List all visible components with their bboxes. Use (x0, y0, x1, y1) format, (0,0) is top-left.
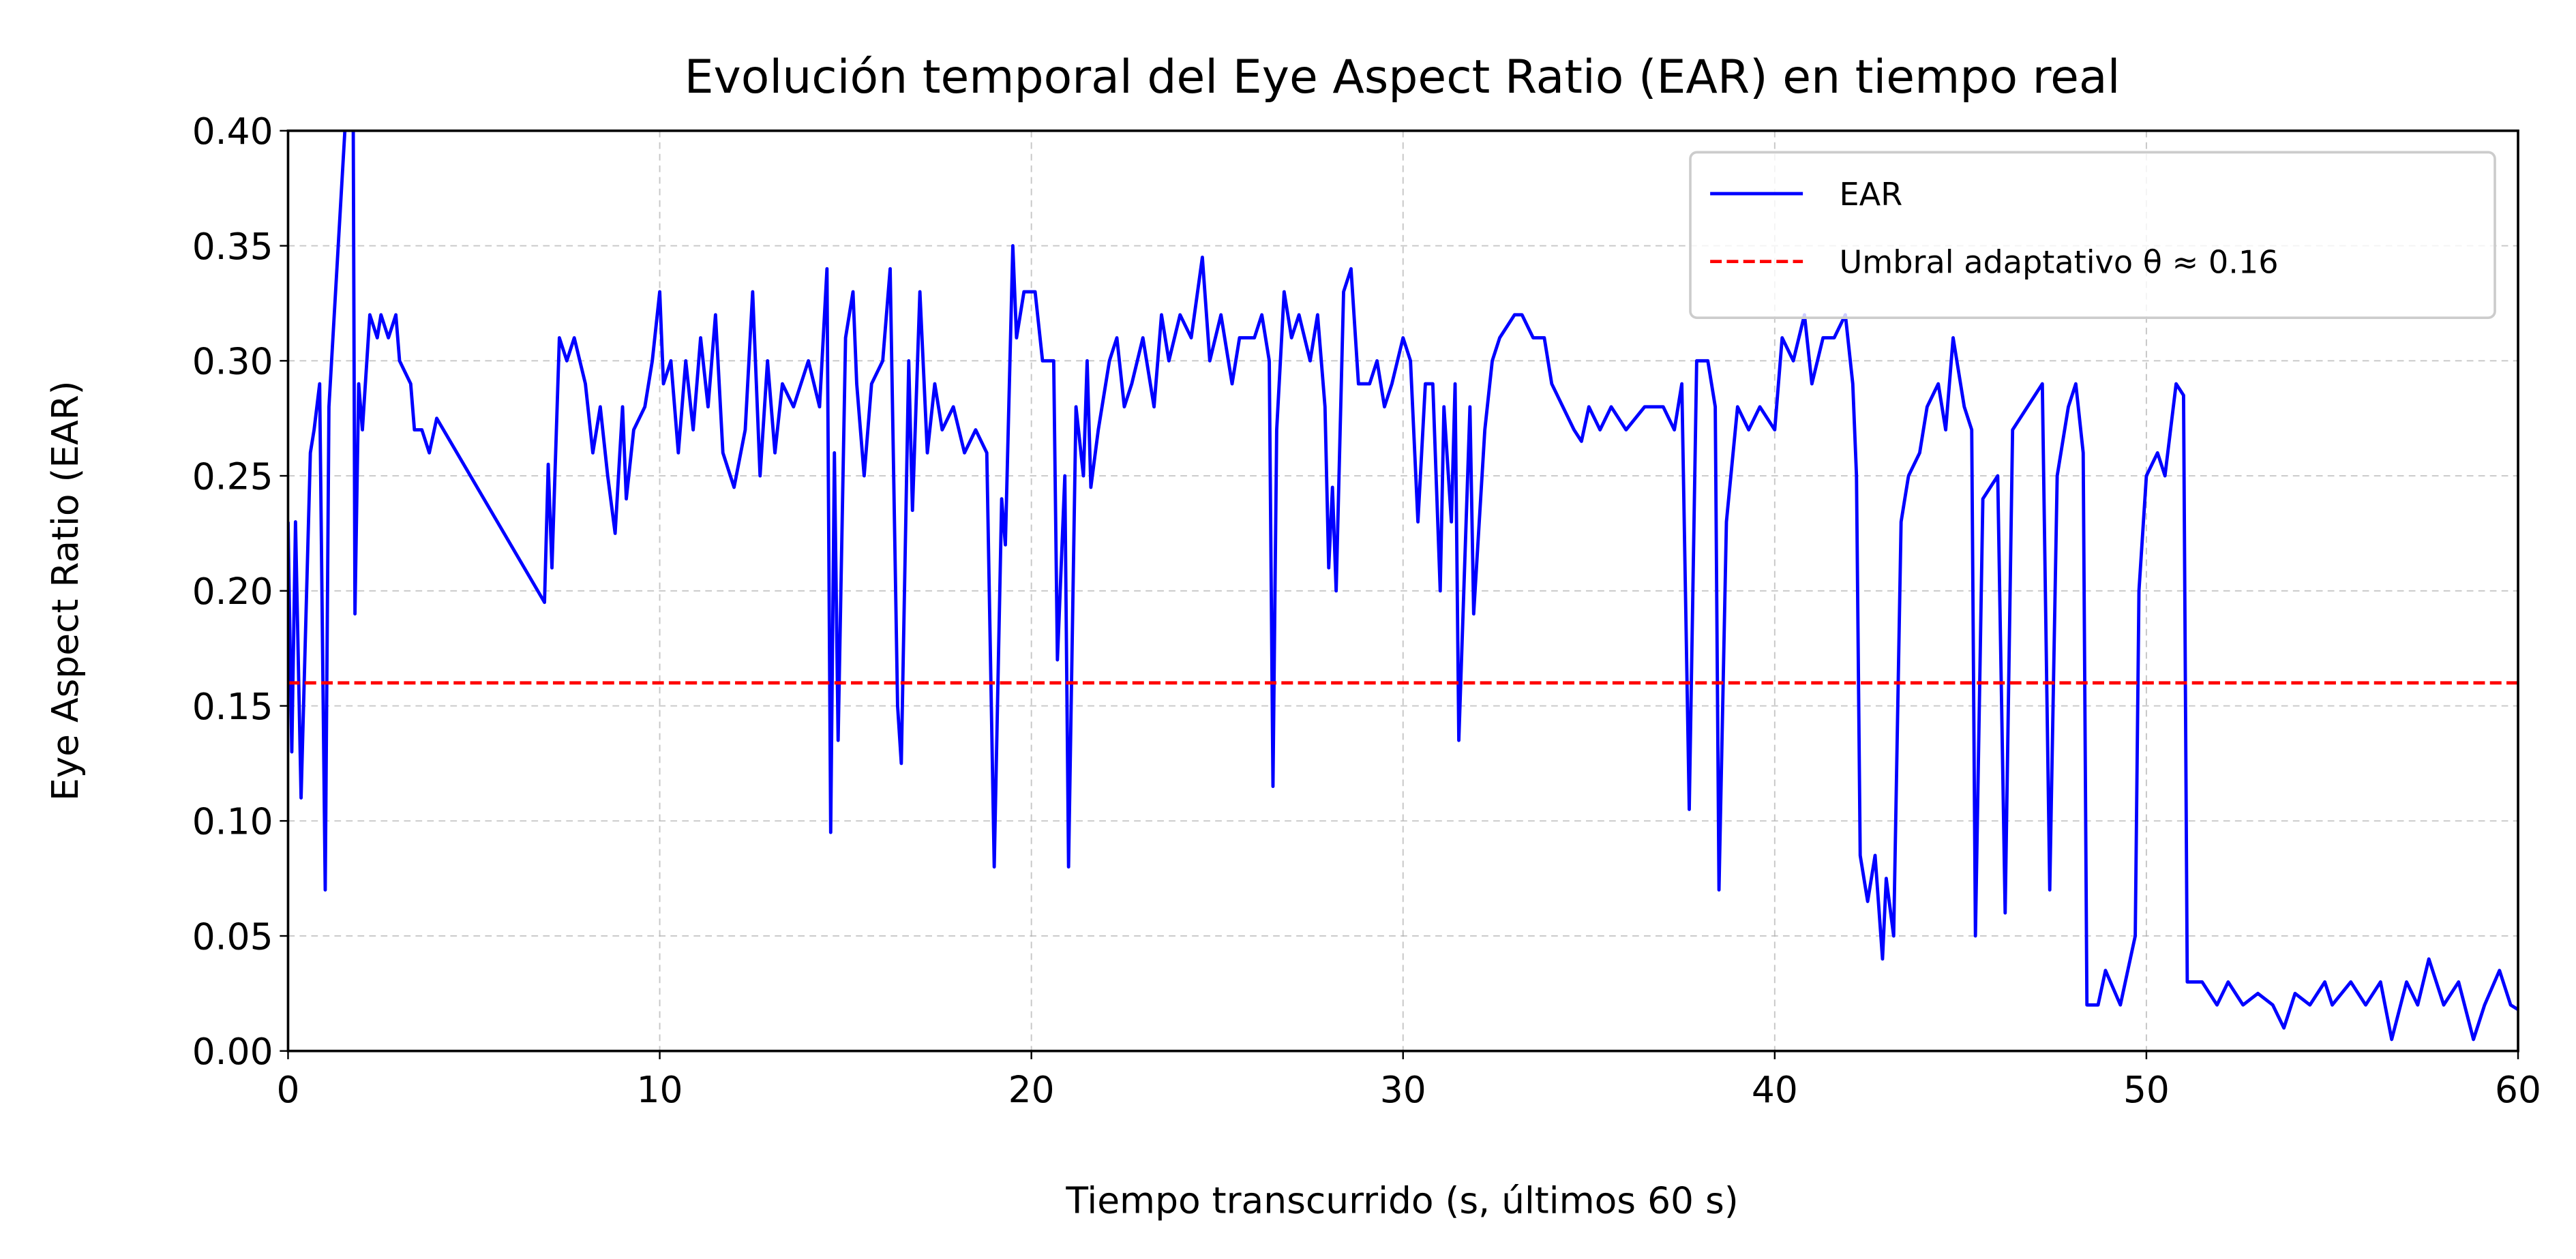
legend-label: EAR (1840, 176, 1903, 213)
legend: EAR Umbral adaptativo θ ≈ 0.16 (1689, 151, 2496, 320)
y-tick-label: 0.05 (192, 915, 273, 958)
data-line (288, 130, 2519, 1042)
x-tick-label: 40 (1752, 1068, 1798, 1111)
x-tick-label: 30 (1380, 1068, 1426, 1111)
y-tick-label: 0.40 (192, 110, 273, 153)
x-axis-label: Tiempo transcurrido (s, últimos 60 s) (1065, 1179, 1738, 1222)
y-axis-label: Eye Aspect Ratio (EAR) (44, 380, 87, 801)
legend-label: Umbral adaptativo θ ≈ 0.16 (1840, 244, 2279, 281)
y-tick-label: 0.15 (192, 685, 273, 728)
x-tick-label: 20 (1008, 1068, 1055, 1111)
x-tick-label: 60 (2495, 1068, 2541, 1111)
x-tick-label: 0 (276, 1068, 299, 1111)
y-tick-label: 0.00 (192, 1030, 273, 1073)
y-tick-label: 0.30 (192, 340, 273, 383)
chart-title: Evolución temporal del Eye Aspect Ratio … (685, 50, 2121, 104)
y-tick-label: 0.20 (192, 570, 273, 613)
legend-box (1689, 151, 2496, 320)
plot-frame (286, 129, 2519, 1052)
x-tick-label: 50 (2123, 1068, 2170, 1111)
y-tick-label: 0.35 (192, 225, 273, 268)
x-tick-label: 10 (637, 1068, 683, 1111)
y-tick-label: 0.10 (192, 800, 273, 843)
y-tick-label: 0.25 (192, 455, 273, 498)
